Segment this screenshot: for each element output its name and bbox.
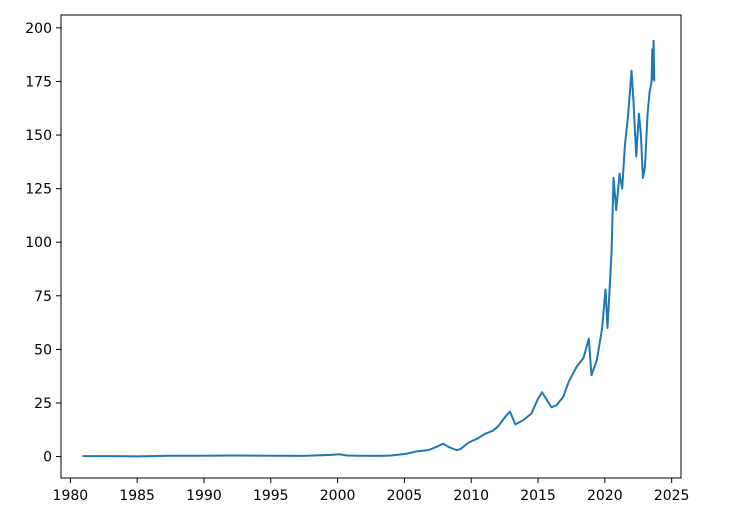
plot-area [61,15,681,478]
y-tick-label: 75 [34,289,52,305]
x-tick-label: 1980 [53,488,89,504]
y-tick-label: 25 [34,396,52,412]
y-tick-label: 125 [25,182,52,198]
x-tick-label: 2010 [453,488,489,504]
y-tick-label: 50 [34,342,52,358]
x-tick-label: 2015 [520,488,556,504]
x-tick-label: 2025 [654,488,690,504]
y-tick-label: 0 [43,450,52,466]
series-layer [82,39,656,458]
plot-frame [60,14,682,479]
y-axis: 0 25 50 75 100 125 150 175 200 [25,21,61,466]
x-tick-label: 1995 [253,488,289,504]
x-axis: 1980 1985 1990 1995 2000 2005 2010 2015 2020 2025 [53,478,690,504]
x-tick-label: 2005 [387,488,423,504]
x-tick-label: 1985 [119,488,155,504]
y-tick-label: 200 [25,21,52,37]
x-tick-label: 2000 [320,488,356,504]
x-tick-label: 2020 [587,488,623,504]
y-tick-label: 100 [25,235,52,251]
y-tick-label: 150 [25,128,52,144]
y-tick-label: 175 [25,74,52,90]
x-tick-label: 1990 [186,488,222,504]
series-line-0 [82,39,656,458]
